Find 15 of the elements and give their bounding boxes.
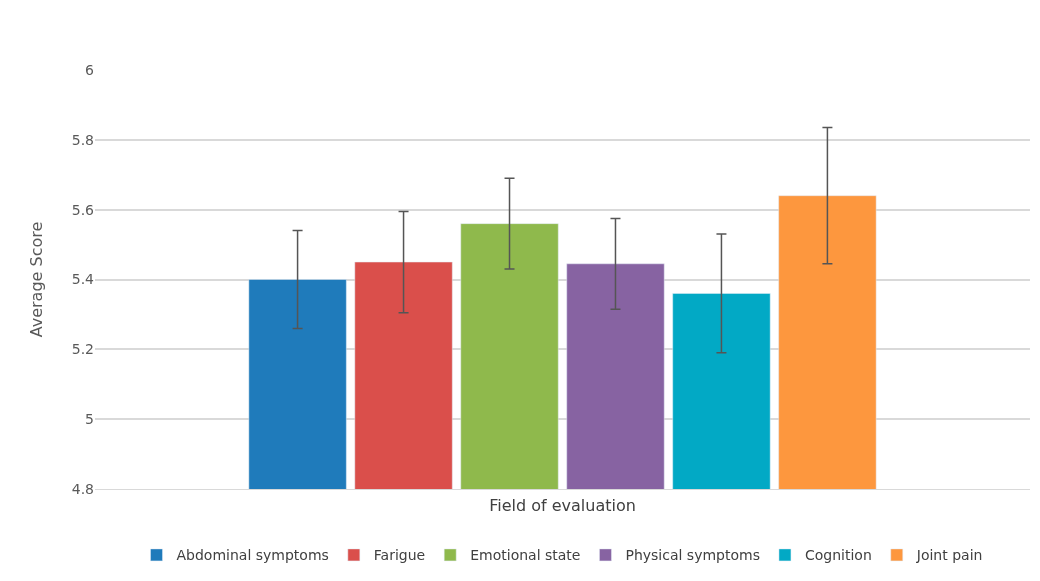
y-tick-label: 6 [85, 61, 95, 78]
legend-label: Physical symptoms [625, 547, 760, 564]
y-axis-title: Average Score [26, 221, 46, 338]
y-tick-label: 5.4 [71, 271, 95, 288]
legend-label: Abdominal symptoms [176, 547, 329, 564]
y-tick-label: 5 [85, 411, 94, 428]
legend-label: Joint pain [915, 547, 983, 564]
y-tick-label: 5.8 [71, 131, 94, 148]
legend-label: Farigue [373, 547, 426, 564]
y-tick-label: 5.2 [71, 341, 94, 358]
x-axis-title: Field of evaluation [489, 496, 636, 516]
legend-label: Cognition [804, 547, 872, 564]
y-tick-label: 5.6 [71, 201, 95, 218]
legend-label: Emotional state [470, 547, 581, 564]
y-tick-label: 4.8 [71, 480, 94, 497]
